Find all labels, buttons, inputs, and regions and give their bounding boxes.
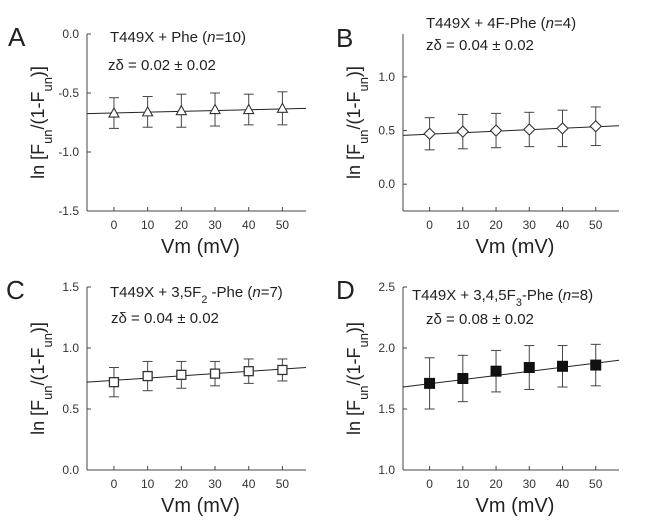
x-tick-label: 50 [589,477,603,491]
data-point [456,125,470,138]
fit-line [86,367,307,383]
z-delta-annotation: zδ = 0.08 ± 0.02 [426,311,534,328]
data-point [557,360,569,372]
fit-line [86,107,307,115]
x-tick-label: 20 [175,218,189,232]
x-axis-label: Vm (mV) [161,236,240,258]
fit-line [402,359,620,388]
y-tick-label: 0.5 [378,124,395,138]
y-tick-label: 1.0 [378,463,395,477]
z-delta-annotation: zδ = 0.02 ± 0.02 [108,57,216,74]
fit-line [402,125,620,136]
panel-c: C 0.0 0.5 1.0 1.5 0 10 20 30 40 50 Vm (mV) ln [Fun/(… [6,275,307,517]
data-point [423,127,436,141]
data-point [523,362,535,374]
y-tick-label: 2.5 [378,280,395,294]
data-point [108,106,120,118]
x-tick-label: 10 [456,218,470,232]
x-tick-label: 10 [456,477,470,491]
panel-letter: C [6,275,25,305]
y-tick-label: 1.5 [378,402,395,416]
z-delta-annotation: zδ = 0.04 ± 0.02 [111,310,219,327]
x-tick-label: 40 [242,477,256,491]
data-point [242,103,255,115]
x-tick-label: 40 [556,218,570,232]
data-point [489,124,503,137]
data-point [209,103,221,115]
y-tick-label: 1.0 [378,70,395,84]
y-tick-label: -0.5 [58,86,79,100]
data-point [424,377,436,389]
panel-b: B 0.0 0.5 1.0 0 10 20 30 40 50 Vm (mV) ln [Fun/(1-F… [336,15,620,258]
x-tick-label: 50 [276,218,290,232]
data-point [276,102,289,113]
x-tick-label: 0 [111,477,118,491]
y-tick-label: 1.5 [62,280,79,294]
panel-a: A -1.5 -1.0 -0.5 0.0 0 10 20 30 40 50 Vm (mV) ln [Fu… [8,22,307,258]
y-axis-label: ln [Fun/(1-Fun)] [28,322,55,435]
x-tick-label: 20 [489,218,503,232]
data-point [490,365,502,377]
data-point [589,119,603,133]
x-tick-label: 20 [175,477,189,491]
data-point [277,364,288,376]
x-tick-label: 0 [111,218,118,232]
data-point [590,359,602,371]
x-axis-label: Vm (mV) [161,495,240,517]
panel-letter: D [336,275,355,305]
x-tick-label: 0 [426,218,433,232]
x-tick-label: 0 [426,477,433,491]
y-axis-label: ln [Fun/(1-Fun)] [344,322,371,435]
y-tick-label: 0.0 [62,463,79,477]
panel-letter: A [8,22,26,52]
x-tick-label: 20 [489,477,503,491]
x-tick-label: 50 [589,218,603,232]
panel-title: T449X + 3,4,5F3-Phe (n=8) [412,287,593,309]
data-point [176,369,187,380]
panel-d: D 1.0 1.5 2.0 2.5 0 10 20 30 40 50 Vm (mV) ln [Fun/(… [336,275,620,517]
x-tick-label: 30 [523,218,537,232]
panel-title: T449X + Phe (n=10) [110,29,246,46]
x-tick-label: 10 [141,218,155,232]
data-point [243,366,254,377]
data-point [522,123,536,136]
x-axis-label: Vm (mV) [476,236,555,258]
x-tick-label: 50 [276,477,290,491]
x-tick-label: 30 [208,477,222,491]
y-tick-label: 1.0 [62,341,79,355]
data-point [556,122,569,135]
y-axis-label: ln [Fun/(1-Fun)] [28,66,55,179]
y-tick-label: -1.0 [58,145,79,159]
x-tick-label: 40 [242,218,256,232]
data-point [108,377,120,388]
y-tick-label: 0.5 [62,402,79,416]
data-point [175,104,188,116]
panel-letter: B [336,23,353,53]
y-tick-label: 0.0 [378,177,395,191]
x-tick-label: 30 [208,218,222,232]
panel-title: T449X + 3,5F2 -Phe (n=7) [110,284,283,306]
x-tick-label: 40 [556,477,570,491]
y-tick-label: 2.0 [378,341,395,355]
y-axis-label: ln [Fun/(1-Fun)] [344,66,371,179]
y-tick-label: 0.0 [62,27,79,41]
x-tick-label: 10 [141,477,155,491]
data-point [209,368,221,379]
data-point [142,370,153,382]
data-point [457,373,469,384]
z-delta-annotation: zδ = 0.04 ± 0.02 [426,37,534,54]
data-point [141,105,154,117]
panel-title: T449X + 4F-Phe (n=4) [426,15,576,32]
x-tick-label: 30 [523,477,537,491]
x-axis-label: Vm (mV) [476,495,555,517]
y-tick-label: -1.5 [58,204,79,218]
